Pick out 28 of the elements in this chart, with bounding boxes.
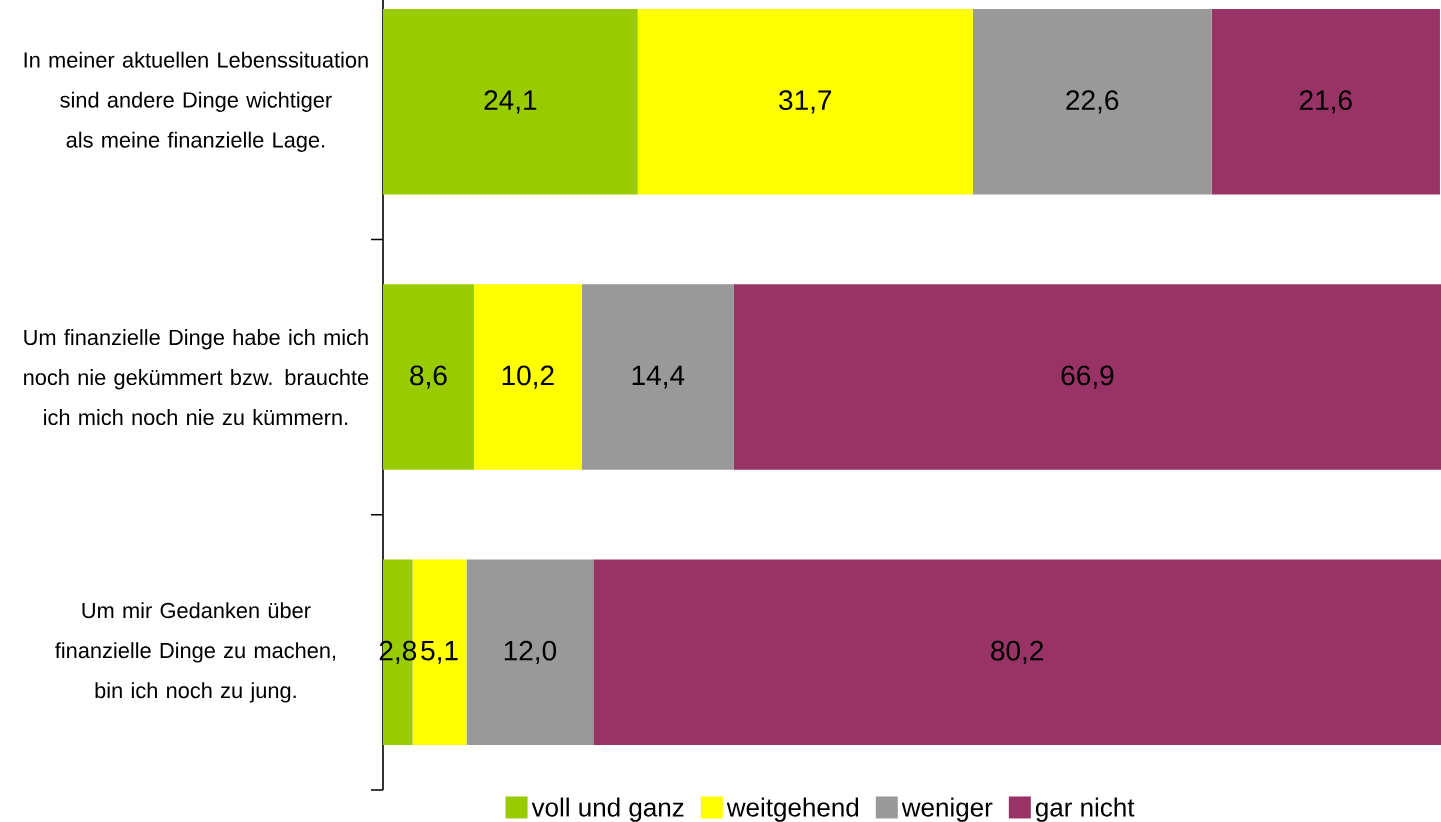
- data-label: 14,4: [632, 365, 685, 389]
- data-label: 8,6: [410, 365, 447, 389]
- bar: [972, 9, 1212, 195]
- y-tick-label: Um finanzielle Dinge habe ich mich noch nie gekümmert bzw. brauchte ich mich noch nie zu kümmern.: [24, 329, 369, 426]
- legend-label: gar nicht: [1035, 797, 1135, 822]
- legend-label: weitgehend: [726, 797, 859, 822]
- bar: [733, 284, 1441, 470]
- data-label: 80,2: [991, 640, 1044, 664]
- bar: [473, 284, 582, 470]
- y-tick-label: Um mir Gedanken über finanzielle Dinge zu machen, bin ich noch zu jung.: [55, 602, 336, 703]
- bar: [383, 9, 638, 195]
- data-label: 21,6: [1299, 90, 1352, 114]
- legend-label: weniger: [901, 797, 993, 822]
- legend-label: voll und ganz: [531, 797, 684, 822]
- bar: [1211, 9, 1440, 195]
- bar: [593, 559, 1441, 746]
- data-label: 5,1: [421, 640, 458, 664]
- data-label: 24,1: [484, 90, 537, 114]
- data-label: 31,7: [779, 90, 832, 114]
- bar: [637, 9, 973, 195]
- bar: [581, 284, 734, 470]
- bar: [383, 284, 474, 470]
- data-label: 66,9: [1061, 365, 1114, 389]
- y-tick-label: In meiner aktuellen Lebenssituation sind andere Dinge wichtiger als meine finanzielle Lage.: [24, 51, 368, 152]
- data-label: 12,0: [504, 640, 557, 664]
- data-label: 10,2: [502, 365, 554, 389]
- bar: [466, 559, 594, 746]
- data-label: 22,6: [1066, 90, 1119, 114]
